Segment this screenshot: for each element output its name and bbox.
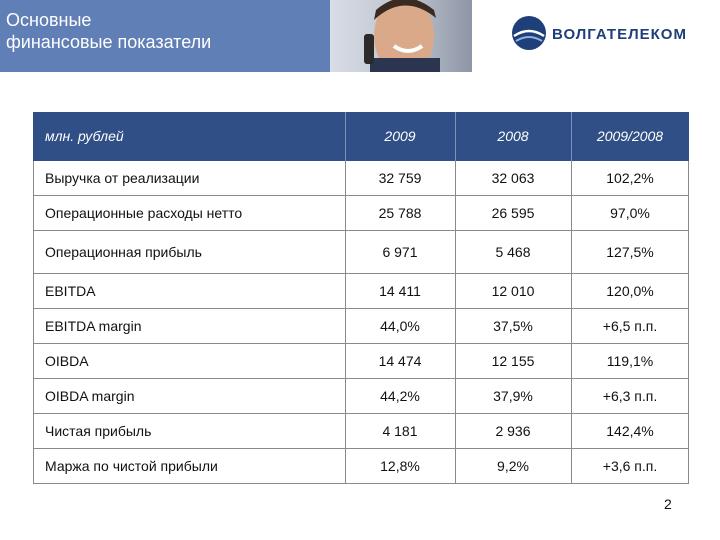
table-row: Выручка от реализации 32 759 32 063 102,… xyxy=(33,161,689,196)
volgatelecom-logo-icon xyxy=(512,16,546,50)
value-2008: 12 155 xyxy=(491,353,535,369)
row-label: Операционные расходы нетто xyxy=(45,205,243,221)
value-2009: 14 474 xyxy=(378,353,422,369)
table-gridline xyxy=(455,161,456,484)
header-divider xyxy=(455,112,456,161)
row-label: Выручка от реализации xyxy=(45,170,200,186)
slide-banner: Основные финансовые показатели ВОЛГАТЕЛЕ… xyxy=(0,0,720,72)
table-row: Операционные расходы нетто 25 788 26 595… xyxy=(33,196,689,231)
table-row: EBITDA 14 411 12 010 120,0% xyxy=(33,274,689,309)
value-2009: 44,0% xyxy=(380,318,420,334)
row-label: Маржа по чистой прибыли xyxy=(45,458,218,474)
column-header-ratio: 2009/2008 xyxy=(596,128,664,144)
table-gridline xyxy=(571,161,572,484)
value-2008: 32 063 xyxy=(491,170,535,186)
table-gridline xyxy=(33,161,34,484)
logo-text: ВОЛГАТЕЛЕКОМ xyxy=(552,26,687,43)
value-2009: 12,8% xyxy=(380,458,420,474)
value-2009: 32 759 xyxy=(378,170,422,186)
value-ratio: 120,0% xyxy=(606,283,654,299)
row-label: Чистая прибыль xyxy=(45,423,152,439)
table-gridline xyxy=(688,161,689,484)
table-row: OIBDA margin 44,2% 37,9% +6,3 п.п. xyxy=(33,379,689,414)
table-row: Маржа по чистой прибыли 12,8% 9,2% +3,6 … xyxy=(33,449,689,484)
table-row: OIBDA 14 474 12 155 119,1% xyxy=(33,344,689,379)
header-divider xyxy=(345,112,346,161)
table-gridline xyxy=(345,161,346,484)
column-header-2008: 2008 xyxy=(497,128,529,144)
value-2008: 5 468 xyxy=(495,244,531,260)
value-2008: 26 595 xyxy=(491,205,535,221)
row-label: OIBDA margin xyxy=(45,388,135,404)
value-ratio: 102,2% xyxy=(606,170,654,186)
man-on-phone-photo xyxy=(330,0,472,72)
row-label: Операционная прибыль xyxy=(45,244,202,260)
row-label: EBITDA margin xyxy=(45,318,142,334)
financial-table: млн. рублей 2009 2008 2009/2008 Выручка … xyxy=(33,112,689,484)
value-ratio: 119,1% xyxy=(606,353,654,369)
table-row: Чистая прибыль 4 181 2 936 142,4% xyxy=(33,414,689,449)
value-2009: 25 788 xyxy=(378,205,422,221)
value-ratio: +6,5 п.п. xyxy=(602,318,658,334)
value-2008: 2 936 xyxy=(495,423,531,439)
table-header: млн. рублей 2009 2008 2009/2008 xyxy=(33,112,689,161)
logo-area: ВОЛГАТЕЛЕКОМ xyxy=(472,0,720,72)
slide-title: Основные финансовые показатели xyxy=(6,10,212,52)
column-header-2009: 2009 xyxy=(384,128,416,144)
row-label: OIBDA xyxy=(45,353,89,369)
table-row: Операционная прибыль 6 971 5 468 127,5% xyxy=(33,231,689,274)
photo-illustration xyxy=(364,0,440,72)
table-row: EBITDA margin 44,0% 37,5% +6,5 п.п. xyxy=(33,309,689,344)
value-2009: 4 181 xyxy=(382,423,418,439)
value-2008: 37,9% xyxy=(493,388,533,404)
row-label: EBITDA xyxy=(45,283,96,299)
value-2009: 6 971 xyxy=(382,244,418,260)
column-header-unit: млн. рублей xyxy=(45,128,124,144)
value-ratio: 127,5% xyxy=(606,244,654,260)
value-ratio: 142,4% xyxy=(606,423,654,439)
value-2008: 37,5% xyxy=(493,318,533,334)
title-box: Основные финансовые показатели xyxy=(0,0,330,72)
value-2009: 44,2% xyxy=(380,388,420,404)
value-ratio: +3,6 п.п. xyxy=(602,458,658,474)
value-ratio: 97,0% xyxy=(610,205,650,221)
value-2009: 14 411 xyxy=(379,283,421,299)
value-ratio: +6,3 п.п. xyxy=(602,388,658,404)
value-2008: 9,2% xyxy=(497,458,529,474)
value-2008: 12 010 xyxy=(491,283,535,299)
header-divider xyxy=(571,112,572,161)
page-number: 2 xyxy=(664,496,672,512)
